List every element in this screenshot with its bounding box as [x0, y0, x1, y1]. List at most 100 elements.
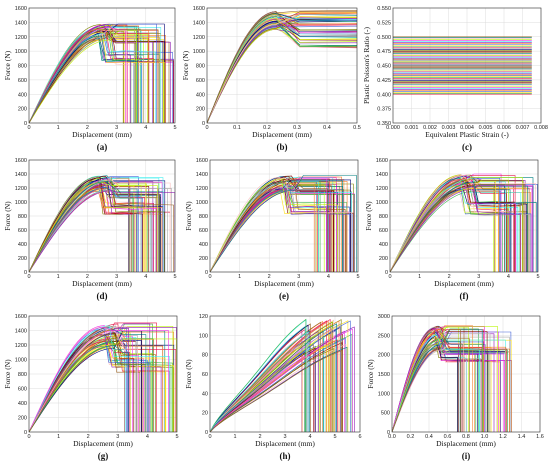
y-tick-label: 0 — [205, 430, 208, 436]
series-line — [210, 331, 309, 432]
y-tick-label: 0.375 — [377, 107, 391, 113]
y-tick-label: 0.400 — [377, 92, 391, 98]
x-tick-label: 0.007 — [516, 125, 530, 131]
y-tick-label: 1200 — [196, 186, 208, 192]
panel-i: 0.0 0.2 0.4 0.6 0.8 1.0 1.2 1.4 1.6 0 500 1000 1500 2… — [366, 314, 544, 461]
series-line — [210, 340, 308, 432]
y-tick-label: 800 — [379, 214, 388, 220]
y-tick-label: 1600 — [15, 6, 27, 12]
y-tick-label: 1200 — [15, 343, 27, 349]
series-group-e — [210, 175, 357, 272]
x-tick-label: 0.8 — [462, 434, 470, 440]
y-axis-label: Force (N) — [184, 201, 193, 231]
panel-c: 0.000 0.001 0.002 0.003 0.004 0.005 0.006 0.007… — [362, 6, 548, 152]
y-tick-label: 1400 — [15, 172, 27, 178]
panel-label: (c) — [462, 142, 472, 152]
y-tick-label: 1600 — [196, 158, 208, 164]
y-tick-label: 1200 — [193, 35, 205, 41]
y-tick-label: 200 — [18, 416, 27, 422]
series-line — [390, 185, 518, 272]
series-line — [29, 33, 166, 123]
series-line — [29, 327, 177, 432]
x-tick-label: 0.004 — [460, 125, 474, 131]
series-line — [29, 325, 170, 432]
series-line — [29, 188, 145, 272]
x-tick-label: 2 — [86, 125, 89, 131]
panel-g: 0 1 2 3 4 5 0 200 400 600 800 1000 1200 1400 1600 Displ… — [3, 314, 179, 461]
y-tick-label: 40 — [202, 391, 208, 397]
x-tick-label: 3 — [283, 434, 286, 440]
series-line — [207, 13, 357, 123]
y-tick-label: 1400 — [196, 172, 208, 178]
x-tick-label: 4 — [308, 434, 311, 440]
y-tick-label: 0 — [205, 270, 208, 276]
y-tick-label: 600 — [196, 78, 205, 84]
y-tick-label: 2000 — [378, 353, 390, 359]
y-tick-label: 0.500 — [377, 35, 391, 41]
series-line — [392, 327, 459, 432]
y-tick-label: 400 — [379, 242, 388, 248]
plot-frame-g — [28, 315, 178, 433]
y-tick-label: 1400 — [15, 20, 27, 26]
y-axis-label: Force (N) — [364, 201, 373, 231]
series-group-c — [393, 36, 532, 95]
series-line — [29, 34, 174, 123]
y-tick-label: 600 — [18, 78, 27, 84]
series-line — [390, 185, 529, 272]
series-line — [29, 28, 149, 123]
series-line — [390, 191, 508, 272]
x-tick-label: 1 — [57, 274, 60, 280]
plot-frame-d — [28, 159, 176, 273]
y-axis-label: Force (N) — [184, 359, 193, 389]
grid-g — [28, 315, 178, 433]
grid-c — [392, 7, 542, 124]
y-tick-label: 120 — [199, 314, 208, 320]
x-tick-label: 1.4 — [518, 434, 526, 440]
series-line — [210, 188, 331, 272]
panel-label: (g) — [98, 451, 109, 461]
series-group-a — [29, 23, 174, 123]
panel-d: 0 1 2 3 4 5 0 200 400 600 800 1000 1200 1400 1600 Displ… — [3, 158, 177, 301]
plot-frame-i — [391, 315, 541, 433]
x-axis-label: Displacement (mm) — [254, 279, 314, 288]
panel-a: 0 1 2 3 4 5 0 200 400 600 800 1000 1200 1400 1600 Displ… — [3, 6, 177, 152]
x-tick-label: 4 — [327, 274, 330, 280]
y-tick-label: 1200 — [376, 186, 388, 192]
y-tick-label: 600 — [18, 387, 27, 393]
y-tick-label: 60 — [202, 372, 208, 378]
x-tick-label: 0 — [205, 125, 208, 131]
x-tick-label: 5 — [175, 434, 178, 440]
y-tick-label: 100 — [199, 333, 208, 339]
x-tick-label: 1.2 — [499, 434, 507, 440]
y-tick-label: 1000 — [196, 200, 208, 206]
series-line — [390, 177, 523, 272]
x-tick-label: 2 — [87, 434, 90, 440]
series-group-d — [29, 175, 175, 272]
x-tick-label: 6 — [358, 434, 361, 440]
series-line — [210, 323, 337, 432]
y-axis-label: Force (N) — [3, 359, 12, 389]
y-tick-label: 2500 — [378, 333, 390, 339]
series-line — [210, 318, 307, 432]
series-line — [210, 175, 357, 272]
y-tick-label: 1000 — [376, 200, 388, 206]
plot-frame-h — [209, 315, 361, 433]
x-tick-label: 0.6 — [444, 434, 452, 440]
panel-f: 0 1 2 3 4 5 0 200 400 600 800 1000 1200 1400 1600 Displ… — [364, 158, 540, 301]
series-line — [29, 25, 131, 123]
y-tick-label: 0 — [24, 270, 27, 276]
x-axis-label: Displacement (mm) — [73, 439, 133, 448]
panel-label: (i) — [462, 451, 471, 461]
series-line — [29, 188, 172, 272]
plot-frame-c — [392, 7, 542, 124]
y-tick-label: 1000 — [15, 49, 27, 55]
series-line — [390, 183, 517, 272]
plot-frame-e — [209, 159, 359, 273]
series-line — [392, 329, 461, 432]
x-tick-label: 4 — [146, 434, 149, 440]
series-line — [390, 180, 524, 272]
series-line — [29, 338, 146, 432]
series-line — [390, 180, 524, 272]
y-tick-label: 1500 — [378, 372, 390, 378]
series-line — [390, 182, 529, 272]
